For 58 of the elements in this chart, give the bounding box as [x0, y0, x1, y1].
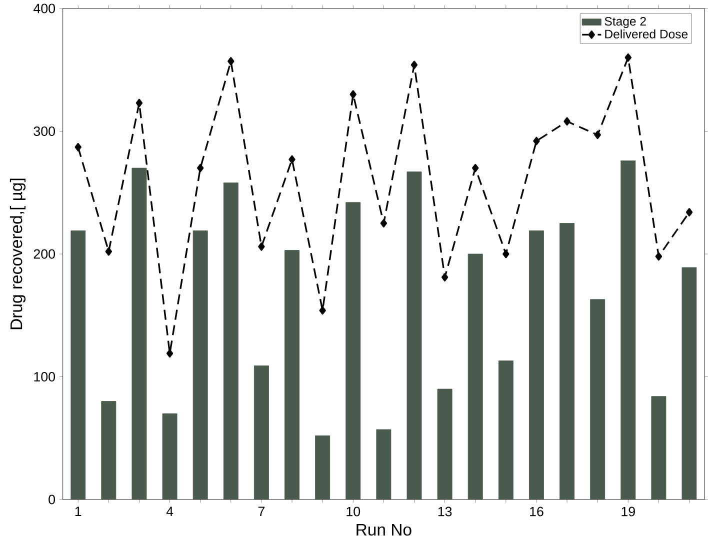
point — [166, 349, 174, 358]
bar — [70, 230, 86, 500]
point — [564, 117, 570, 126]
bar — [620, 160, 636, 500]
y-tick-label: 300 — [34, 126, 56, 136]
bar — [528, 230, 544, 500]
x-tick-label: 7 — [258, 506, 264, 516]
legend-label: Delivered Dose — [605, 29, 688, 38]
bar — [468, 254, 483, 500]
y-axis-title: Drug recovered,[ µg] — [10, 178, 26, 329]
point — [350, 90, 356, 98]
bar — [346, 202, 361, 500]
bar — [682, 267, 697, 500]
point — [472, 164, 479, 172]
x-tick-label: 13 — [438, 506, 452, 516]
y-tick-label: 100 — [34, 372, 56, 382]
bar — [132, 168, 147, 500]
y-tick-label: 200 — [34, 249, 56, 259]
x-tick-label: 10 — [346, 506, 360, 516]
bar — [192, 230, 208, 500]
point — [105, 247, 112, 256]
bar — [162, 413, 178, 500]
point — [410, 60, 418, 69]
bar — [223, 182, 238, 500]
point — [655, 252, 662, 260]
point — [594, 130, 601, 139]
point — [228, 56, 234, 66]
bar — [651, 396, 666, 500]
bar — [560, 222, 575, 500]
bar — [376, 429, 392, 500]
y-tick-label: 400 — [34, 4, 56, 14]
bar — [284, 250, 300, 500]
x-tick-label: 19 — [622, 506, 635, 516]
point — [74, 142, 82, 152]
bar — [406, 171, 422, 500]
x-tick-label: 1 — [75, 506, 82, 516]
point — [258, 242, 265, 251]
point — [136, 98, 143, 107]
y-tick-label: 0 — [48, 494, 56, 504]
point — [502, 250, 510, 258]
point — [319, 306, 326, 314]
bar — [498, 360, 514, 500]
point — [288, 155, 296, 164]
bar — [254, 365, 269, 500]
point — [196, 164, 204, 172]
bar — [315, 435, 330, 500]
point — [380, 218, 388, 228]
point — [533, 136, 540, 146]
legend-label: Stage 2 — [604, 16, 646, 28]
point — [624, 53, 632, 62]
bar — [101, 400, 116, 500]
x-tick-label: 4 — [166, 506, 174, 516]
point — [441, 272, 448, 282]
bar — [590, 299, 606, 500]
x-axis-title: Run No — [356, 524, 412, 536]
x-tick-label: 16 — [530, 506, 544, 516]
point — [686, 208, 693, 216]
bar — [437, 388, 452, 500]
